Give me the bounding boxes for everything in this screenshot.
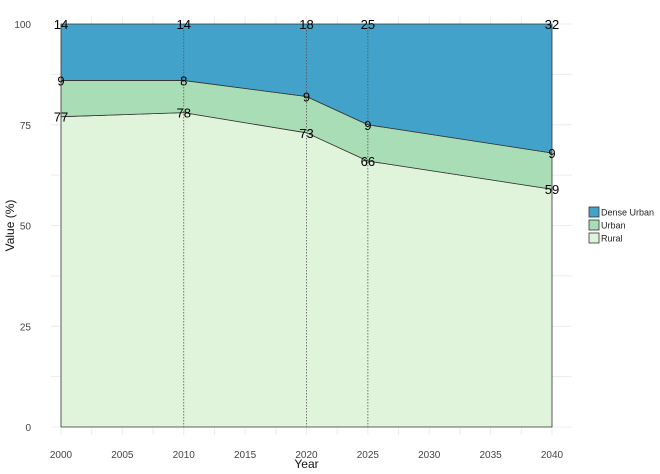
y-tick-label: 100 — [14, 20, 31, 31]
data-label-dense-urban: 18 — [299, 17, 313, 32]
x-tick-label: 2000 — [50, 450, 73, 461]
legend-swatch-urban — [588, 219, 600, 231]
data-label-dense-urban: 14 — [177, 17, 191, 32]
data-label-urban: 8 — [180, 73, 187, 88]
data-labels: 77 78 73 66 59 9 8 9 9 9 14 14 18 25 32 — [54, 17, 559, 197]
data-label-rural: 73 — [299, 126, 313, 141]
y-tick-label: 50 — [20, 222, 32, 233]
data-label-urban: 9 — [303, 90, 310, 105]
data-label-urban: 9 — [548, 146, 555, 161]
legend-swatch-dense-urban — [588, 206, 600, 218]
data-label-urban: 9 — [364, 118, 371, 133]
data-label-rural: 77 — [54, 110, 68, 125]
data-label-rural: 78 — [177, 106, 191, 121]
x-tick-label: 2030 — [418, 450, 441, 461]
reference-lines — [183, 24, 369, 427]
x-tick-label: 2010 — [173, 450, 196, 461]
legend-label-rural: Rural — [601, 234, 623, 244]
legend: Dense Urban Urban Rural — [588, 206, 654, 244]
data-label-rural: 66 — [361, 154, 375, 169]
x-tick-label: 2035 — [480, 450, 503, 461]
x-tick-label: 2040 — [541, 450, 564, 461]
x-axis-title: Year — [294, 457, 318, 471]
x-tick-label: 2015 — [234, 450, 257, 461]
y-axis-title: Value (%) — [3, 200, 17, 252]
legend-label-dense-urban: Dense Urban — [601, 208, 654, 218]
data-label-dense-urban: 32 — [545, 17, 559, 32]
x-tick-label: 2020 — [295, 450, 318, 461]
data-label-dense-urban: 14 — [54, 17, 68, 32]
axes: 2000 2005 2010 2015 2020 2025 2030 2035 2040 0 25 5… — [3, 20, 564, 471]
data-label-rural: 59 — [545, 182, 559, 197]
y-tick-label: 25 — [20, 322, 32, 333]
x-tick-label: 2025 — [357, 450, 380, 461]
data-label-dense-urban: 25 — [361, 17, 375, 32]
y-tick-label: 0 — [25, 423, 31, 434]
y-tick-label: 75 — [20, 121, 32, 132]
data-label-urban: 9 — [57, 73, 64, 88]
legend-swatch-rural — [588, 232, 600, 244]
x-tick-label: 2005 — [111, 450, 134, 461]
legend-label-urban: Urban — [601, 221, 626, 231]
